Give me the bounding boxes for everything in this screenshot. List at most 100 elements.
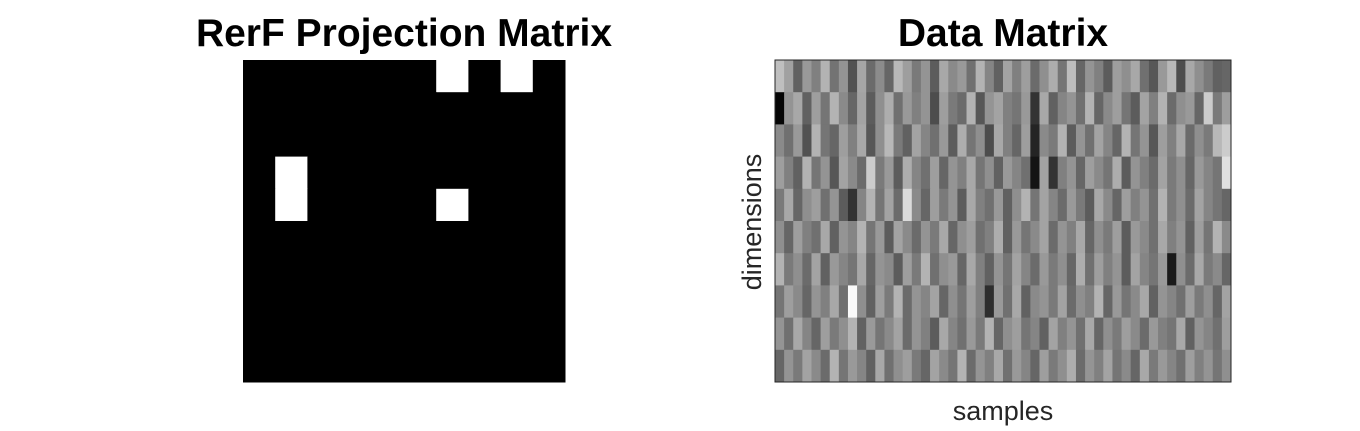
data-cell-r2-c44 bbox=[1176, 124, 1186, 158]
data-cell-r6-c44 bbox=[1176, 253, 1186, 286]
data-cell-r0-c41 bbox=[1148, 60, 1159, 93]
data-cell-r8-c20 bbox=[957, 317, 968, 351]
projection-cell-r8-c4 bbox=[371, 317, 405, 351]
data-cell-r4-c10 bbox=[866, 188, 876, 222]
data-cell-r2-c34 bbox=[1085, 124, 1095, 158]
projection-cell-r3-c7 bbox=[468, 156, 502, 190]
data-cell-r6-c3 bbox=[802, 253, 812, 286]
data-cell-r7-c44 bbox=[1176, 285, 1186, 319]
data-cell-r6-c26 bbox=[1012, 253, 1022, 286]
data-cell-r2-c35 bbox=[1094, 124, 1104, 158]
projection-cell-r5-c6 bbox=[436, 221, 469, 254]
data-cell-r4-c12 bbox=[884, 188, 895, 222]
projection-cell-r9-c2 bbox=[307, 349, 341, 383]
data-cell-r9-c30 bbox=[1048, 349, 1059, 383]
data-cell-r6-c15 bbox=[911, 253, 922, 286]
data-cell-r6-c2 bbox=[793, 253, 803, 286]
data-cell-r1-c20 bbox=[957, 92, 968, 125]
data-cell-r2-c41 bbox=[1148, 124, 1159, 158]
data-cell-r1-c48 bbox=[1212, 92, 1223, 125]
data-cell-r1-c42 bbox=[1158, 92, 1168, 125]
data-cell-r0-c8 bbox=[847, 60, 858, 93]
data-cell-r2-c38 bbox=[1121, 124, 1132, 158]
data-cell-r4-c40 bbox=[1139, 188, 1150, 222]
projection-cell-r4-c9 bbox=[532, 188, 566, 222]
data-cell-r7-c26 bbox=[1012, 285, 1022, 319]
data-cell-r9-c27 bbox=[1021, 349, 1031, 383]
data-cell-r1-c19 bbox=[948, 92, 958, 125]
data-cell-r7-c36 bbox=[1103, 285, 1113, 319]
projection-cell-r4-c3 bbox=[339, 188, 373, 222]
data-cell-r6-c14 bbox=[902, 253, 913, 286]
data-cell-r9-c20 bbox=[957, 349, 968, 383]
data-cell-r7-c15 bbox=[911, 285, 922, 319]
data-cell-r2-c49 bbox=[1221, 124, 1232, 158]
data-cell-r7-c25 bbox=[1003, 285, 1013, 319]
data-cell-r1-c15 bbox=[911, 92, 922, 125]
projection-cell-r3-c5 bbox=[404, 156, 437, 190]
data-cell-r6-c11 bbox=[875, 253, 885, 286]
data-cell-r5-c47 bbox=[1203, 221, 1214, 254]
data-cell-r3-c3 bbox=[802, 156, 812, 190]
projection-cell-r0-c0 bbox=[243, 60, 276, 93]
projection-cell-r9-c7 bbox=[468, 349, 502, 383]
data-cell-r6-c13 bbox=[893, 253, 904, 286]
projection-cell-r2-c6 bbox=[436, 124, 469, 158]
data-cell-r0-c26 bbox=[1012, 60, 1022, 93]
projection-cell-r2-c7 bbox=[468, 124, 502, 158]
data-cell-r9-c4 bbox=[811, 349, 822, 383]
data-cell-r8-c42 bbox=[1158, 317, 1168, 351]
data-cell-r7-c27 bbox=[1021, 285, 1031, 319]
data-cell-r6-c21 bbox=[966, 253, 977, 286]
data-cell-r9-c32 bbox=[1066, 349, 1077, 383]
data-cell-r4-c5 bbox=[820, 188, 831, 222]
data-cell-r7-c11 bbox=[875, 285, 885, 319]
projection-cell-r6-c1 bbox=[275, 253, 308, 286]
data-cell-r2-c30 bbox=[1048, 124, 1059, 158]
data-cell-r2-c10 bbox=[866, 124, 876, 158]
projection-cell-r9-c5 bbox=[404, 349, 437, 383]
data-cell-r5-c37 bbox=[1112, 221, 1123, 254]
data-cell-r5-c1 bbox=[784, 221, 794, 254]
data-cell-r7-c24 bbox=[993, 285, 1004, 319]
data-cell-r8-c28 bbox=[1030, 317, 1040, 351]
data-cell-r9-c7 bbox=[838, 349, 849, 383]
data-cell-r1-c14 bbox=[902, 92, 913, 125]
data-cell-r8-c30 bbox=[1048, 317, 1059, 351]
data-cell-r2-c5 bbox=[820, 124, 831, 158]
data-cell-r0-c49 bbox=[1221, 60, 1232, 93]
data-cell-r1-c10 bbox=[866, 92, 876, 125]
data-cell-r5-c32 bbox=[1066, 221, 1077, 254]
data-cell-r3-c12 bbox=[884, 156, 895, 190]
data-cell-r0-c25 bbox=[1003, 60, 1013, 93]
data-cell-r3-c38 bbox=[1121, 156, 1132, 190]
data-cell-r1-c47 bbox=[1203, 92, 1214, 125]
data-cell-r9-c11 bbox=[875, 349, 885, 383]
projection-cell-r2-c0 bbox=[243, 124, 276, 158]
data-cell-r5-c21 bbox=[966, 221, 977, 254]
projection-cell-r2-c3 bbox=[339, 124, 373, 158]
data-cell-r3-c10 bbox=[866, 156, 876, 190]
data-cell-r4-c17 bbox=[930, 188, 940, 222]
data-cell-r3-c42 bbox=[1158, 156, 1168, 190]
data-cell-r8-c4 bbox=[811, 317, 822, 351]
data-cell-r2-c19 bbox=[948, 124, 958, 158]
data-cell-r4-c15 bbox=[911, 188, 922, 222]
data-cell-r8-c37 bbox=[1112, 317, 1123, 351]
data-cell-r2-c40 bbox=[1139, 124, 1150, 158]
data-matrix-ylabel: dimensions bbox=[737, 154, 767, 291]
data-cell-r4-c28 bbox=[1030, 188, 1040, 222]
data-cell-r8-c17 bbox=[930, 317, 940, 351]
data-cell-r8-c0 bbox=[775, 317, 785, 351]
data-cell-r3-c14 bbox=[902, 156, 913, 190]
data-cell-r1-c44 bbox=[1176, 92, 1186, 125]
data-cell-r4-c32 bbox=[1066, 188, 1077, 222]
data-cell-r5-c35 bbox=[1094, 221, 1104, 254]
data-cell-r8-c10 bbox=[866, 317, 876, 351]
data-cell-r8-c11 bbox=[875, 317, 885, 351]
data-cell-r0-c33 bbox=[1075, 60, 1086, 93]
data-cell-r1-c13 bbox=[893, 92, 904, 125]
data-cell-r6-c36 bbox=[1103, 253, 1113, 286]
projection-cell-r1-c0 bbox=[243, 92, 276, 125]
projection-cell-r5-c0 bbox=[243, 221, 276, 254]
